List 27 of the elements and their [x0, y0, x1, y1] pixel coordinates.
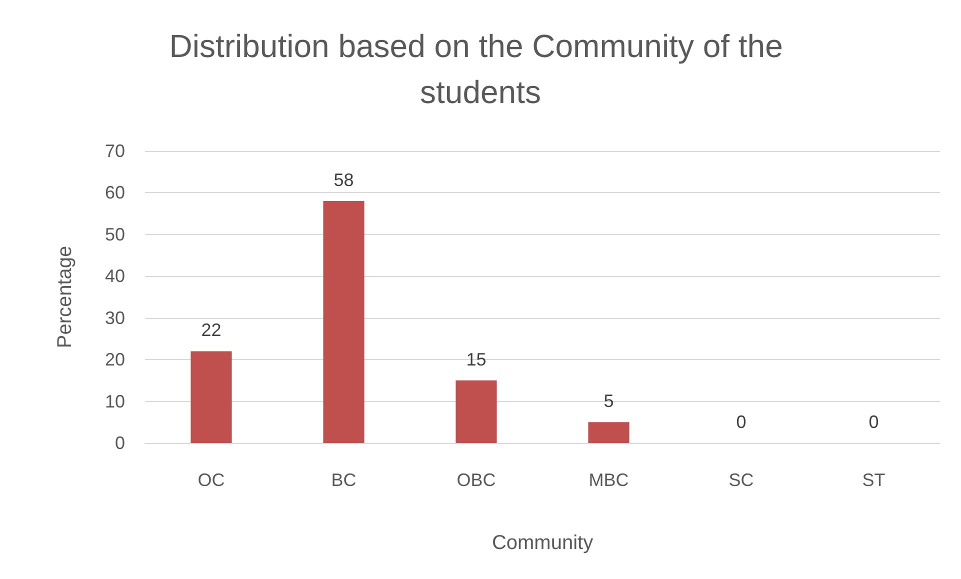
x-axis-title: Community [492, 532, 594, 554]
data-label: 15 [466, 349, 486, 370]
y-tick-label: 50 [104, 224, 125, 244]
x-tick-label: OBC [456, 470, 496, 490]
y-tick-label: 0 [114, 433, 125, 453]
y-tick-label: 10 [104, 391, 125, 412]
y-tick-label: 30 [104, 308, 125, 328]
data-label: 0 [736, 412, 746, 432]
data-label: 5 [604, 391, 614, 412]
x-tick-label: MBC [588, 470, 629, 490]
data-label: 0 [868, 412, 879, 432]
data-label: 22 [201, 320, 222, 340]
y-tick-label: 20 [104, 350, 125, 370]
x-tick-label: ST [862, 470, 886, 490]
bar [456, 380, 497, 443]
y-tick-label: 60 [104, 182, 125, 203]
data-label: 58 [334, 170, 354, 190]
x-tick-label: BC [331, 470, 356, 490]
y-axis-title: Percentage [54, 246, 76, 348]
y-tick-label: 70 [104, 141, 125, 161]
bar [323, 201, 364, 443]
bar [588, 422, 630, 443]
y-tick-label: 40 [104, 266, 125, 286]
x-tick-label: OC [198, 470, 225, 490]
bar [190, 351, 232, 443]
x-tick-label: SC [728, 470, 754, 490]
chart-title: Distribution based on the Community of the students [169, 28, 792, 110]
